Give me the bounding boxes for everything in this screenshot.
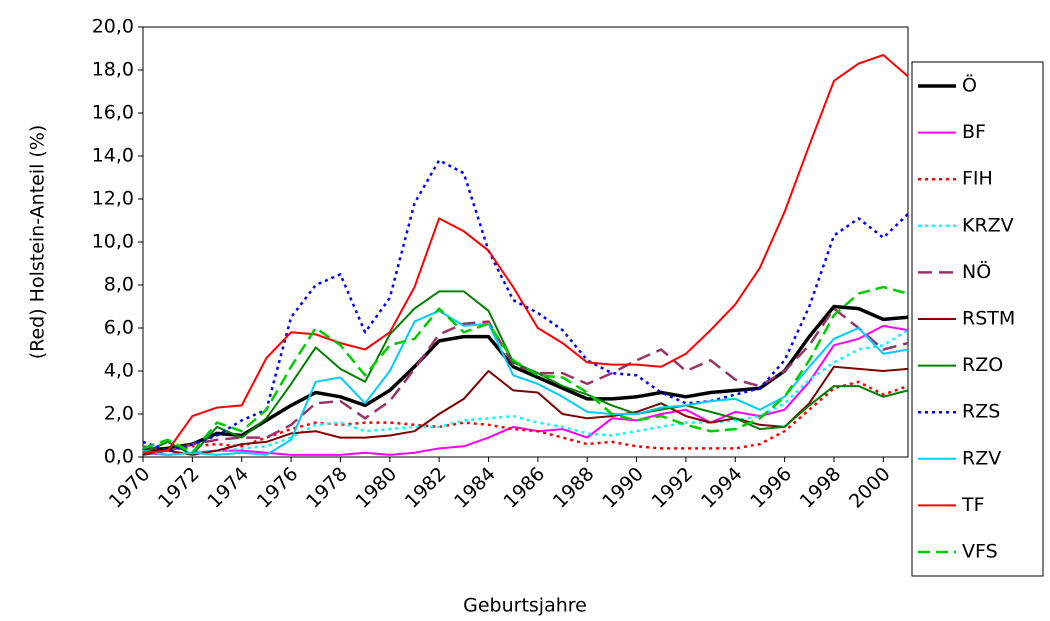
- legend-label: RZS: [962, 401, 1000, 423]
- series-line: [142, 307, 909, 452]
- y-tick-label: 0,0: [104, 446, 134, 468]
- series-line: [142, 285, 909, 454]
- y-tick-label: 18,0: [92, 59, 134, 81]
- series-line: [142, 54, 909, 454]
- y-tick-label: 2,0: [104, 403, 134, 425]
- y-tick-label: 16,0: [92, 102, 134, 124]
- y-tick-label: 14,0: [92, 145, 134, 167]
- legend-label: RZV: [962, 447, 1001, 469]
- legend-label: TF: [961, 494, 985, 516]
- legend-label: KRZV: [962, 214, 1014, 236]
- y-tick-label: 6,0: [104, 317, 134, 339]
- y-tick-label: 10,0: [92, 231, 134, 253]
- y-tick-label: 20,0: [92, 16, 134, 38]
- legend-label: RZO: [962, 354, 1003, 376]
- legend-label: RSTM: [962, 308, 1015, 330]
- series-line: [142, 329, 909, 457]
- legend-label: Ö: [962, 74, 977, 97]
- legend-label: NÖ: [962, 260, 991, 283]
- series-line: [142, 304, 909, 453]
- series-line: [142, 159, 909, 452]
- y-axis-title: (Red) Holstein-Anteil (%): [27, 125, 49, 360]
- y-tick-label: 12,0: [92, 188, 134, 210]
- y-tick-label: 4,0: [104, 360, 134, 382]
- legend-label: VFS: [962, 541, 998, 563]
- legend-label: FIH: [962, 168, 993, 190]
- x-axis-title: Geburtsjahre: [463, 595, 587, 617]
- series-line: [142, 290, 909, 456]
- y-tick-label: 8,0: [104, 274, 134, 296]
- legend-label: BF: [962, 121, 986, 143]
